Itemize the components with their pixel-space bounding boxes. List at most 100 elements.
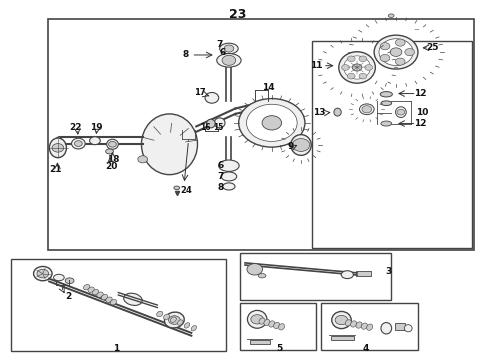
Bar — [356, 271, 371, 276]
Ellipse shape — [367, 324, 373, 330]
Circle shape — [380, 43, 390, 50]
Ellipse shape — [106, 297, 112, 302]
Ellipse shape — [72, 138, 85, 149]
Ellipse shape — [97, 292, 103, 297]
Ellipse shape — [219, 160, 239, 171]
Circle shape — [390, 48, 402, 57]
Circle shape — [359, 56, 367, 62]
Ellipse shape — [223, 183, 235, 190]
Text: 25: 25 — [426, 43, 439, 52]
Ellipse shape — [379, 39, 413, 66]
Ellipse shape — [164, 314, 170, 320]
Text: 6: 6 — [220, 48, 226, 57]
Circle shape — [292, 139, 310, 152]
Ellipse shape — [165, 312, 184, 328]
Ellipse shape — [191, 325, 196, 331]
Ellipse shape — [360, 104, 374, 114]
Text: 19: 19 — [90, 123, 102, 132]
Text: 23: 23 — [229, 8, 246, 21]
Circle shape — [246, 104, 297, 141]
Bar — [240, 303, 316, 350]
Ellipse shape — [184, 323, 190, 328]
Ellipse shape — [351, 321, 357, 327]
Circle shape — [251, 315, 264, 324]
Circle shape — [335, 315, 348, 325]
Text: 5: 5 — [276, 344, 282, 353]
Circle shape — [109, 141, 116, 147]
Ellipse shape — [53, 274, 64, 281]
Bar — [312, 41, 472, 248]
Circle shape — [347, 56, 355, 62]
Circle shape — [342, 64, 349, 70]
Bar — [320, 303, 418, 350]
Ellipse shape — [356, 322, 362, 328]
Text: 4: 4 — [363, 344, 369, 353]
Ellipse shape — [374, 35, 418, 69]
Ellipse shape — [278, 324, 285, 330]
Bar — [240, 253, 391, 300]
Circle shape — [380, 54, 390, 62]
Circle shape — [365, 64, 372, 70]
Ellipse shape — [171, 317, 176, 323]
Ellipse shape — [177, 320, 183, 325]
Ellipse shape — [101, 294, 108, 300]
Ellipse shape — [49, 138, 67, 158]
Circle shape — [239, 99, 305, 147]
Bar — [395, 323, 405, 330]
Text: 6: 6 — [218, 161, 224, 170]
Ellipse shape — [206, 119, 215, 128]
Circle shape — [359, 73, 367, 79]
Text: 3: 3 — [386, 267, 392, 276]
Text: 20: 20 — [105, 162, 118, 171]
Ellipse shape — [65, 278, 74, 284]
Ellipse shape — [395, 107, 406, 117]
Circle shape — [169, 316, 180, 324]
Text: 22: 22 — [69, 123, 82, 132]
Ellipse shape — [106, 149, 114, 154]
Ellipse shape — [334, 108, 341, 116]
Text: 24: 24 — [181, 186, 193, 195]
Ellipse shape — [273, 322, 280, 329]
Ellipse shape — [88, 287, 94, 292]
Ellipse shape — [205, 93, 219, 103]
Text: 18: 18 — [107, 155, 120, 164]
Ellipse shape — [343, 56, 370, 79]
Text: 14: 14 — [262, 83, 275, 92]
Text: 2: 2 — [66, 292, 72, 301]
Circle shape — [222, 55, 236, 65]
Circle shape — [74, 141, 82, 147]
Ellipse shape — [345, 320, 351, 326]
Ellipse shape — [83, 284, 90, 290]
Ellipse shape — [269, 321, 275, 327]
Circle shape — [405, 49, 415, 56]
Text: 10: 10 — [416, 108, 429, 117]
Text: 7: 7 — [218, 172, 224, 181]
Text: 16: 16 — [200, 123, 210, 132]
Circle shape — [395, 39, 405, 46]
Bar — [11, 258, 225, 351]
Ellipse shape — [33, 266, 52, 281]
Ellipse shape — [332, 311, 351, 329]
Circle shape — [52, 144, 64, 152]
Circle shape — [347, 73, 355, 79]
Circle shape — [224, 45, 234, 52]
Ellipse shape — [107, 139, 118, 149]
Circle shape — [362, 106, 372, 113]
Bar — [250, 340, 270, 343]
Ellipse shape — [291, 135, 311, 156]
Circle shape — [247, 264, 263, 275]
Ellipse shape — [264, 319, 270, 326]
Ellipse shape — [56, 137, 62, 145]
Ellipse shape — [247, 310, 267, 328]
Text: ~: ~ — [414, 27, 419, 33]
Circle shape — [352, 64, 362, 71]
Ellipse shape — [110, 300, 117, 305]
Text: 8: 8 — [182, 50, 189, 59]
Ellipse shape — [142, 114, 197, 175]
Ellipse shape — [339, 52, 375, 83]
Ellipse shape — [214, 118, 225, 128]
Text: 21: 21 — [49, 165, 62, 174]
Text: 13: 13 — [313, 108, 326, 117]
Ellipse shape — [217, 54, 241, 67]
Text: 12: 12 — [414, 89, 427, 98]
